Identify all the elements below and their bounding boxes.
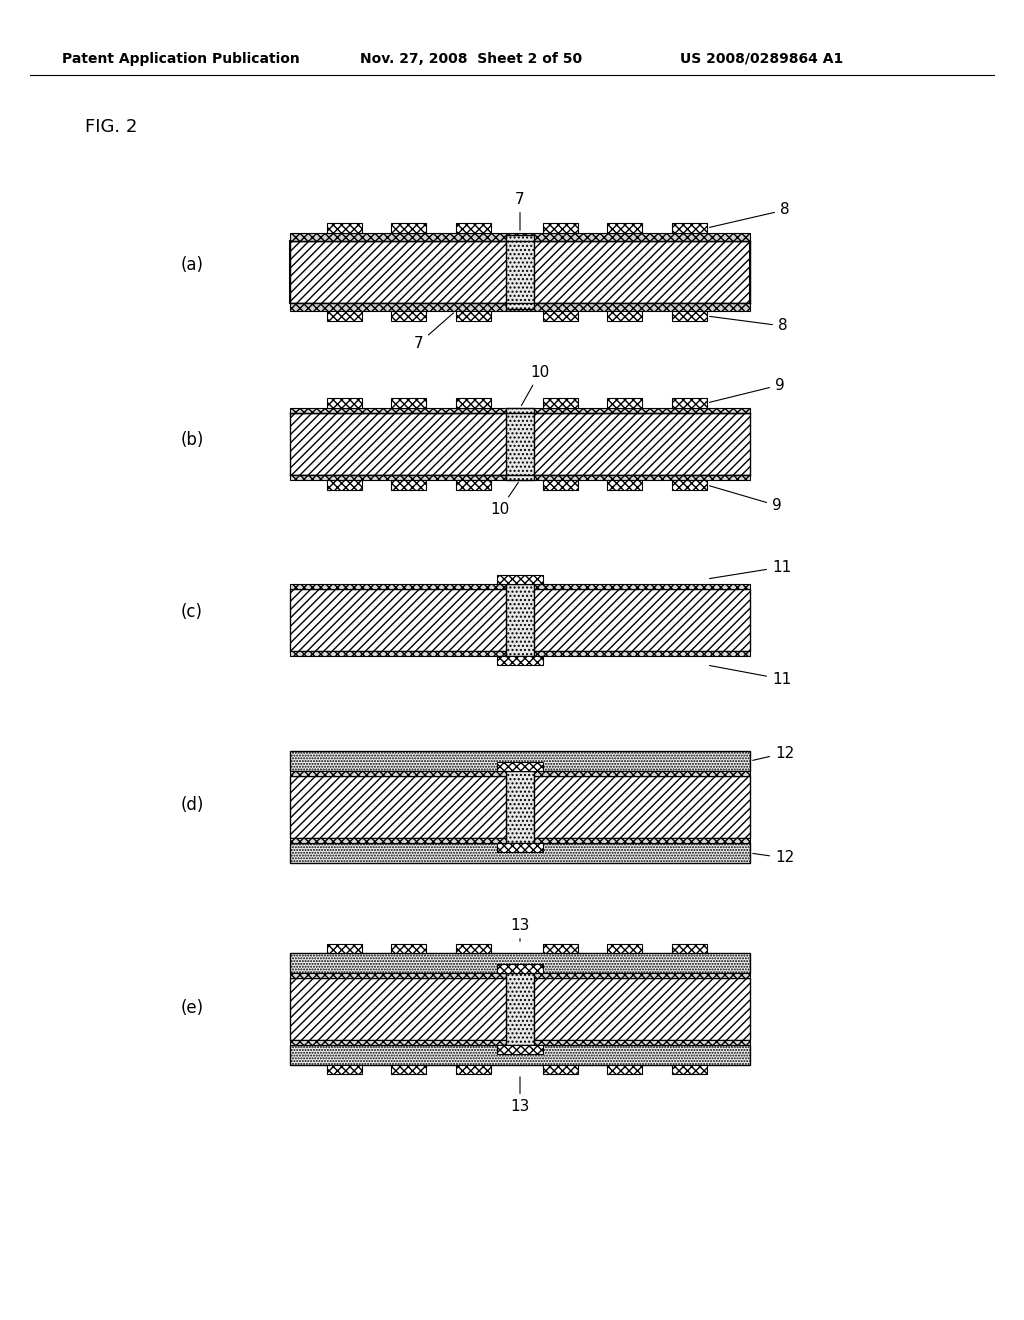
- Bar: [456, 312, 490, 321]
- Bar: [672, 223, 707, 234]
- Bar: [290, 651, 750, 656]
- Bar: [327, 480, 361, 490]
- Bar: [290, 475, 750, 480]
- Bar: [327, 312, 361, 321]
- Bar: [456, 399, 490, 408]
- Bar: [327, 944, 361, 953]
- Bar: [607, 223, 642, 234]
- Bar: [290, 751, 750, 771]
- Text: 8: 8: [710, 202, 790, 227]
- Bar: [506, 771, 534, 843]
- Bar: [290, 1045, 750, 1065]
- Bar: [506, 235, 534, 309]
- Bar: [543, 399, 578, 408]
- Bar: [290, 838, 750, 843]
- Bar: [607, 944, 642, 953]
- Text: (d): (d): [180, 796, 204, 814]
- Text: 7: 7: [414, 313, 454, 351]
- Bar: [672, 399, 707, 408]
- Text: 11: 11: [710, 560, 792, 578]
- Bar: [506, 583, 534, 656]
- Text: 9: 9: [710, 378, 784, 403]
- Bar: [290, 583, 750, 589]
- Bar: [607, 312, 642, 321]
- Bar: [290, 973, 750, 978]
- Bar: [391, 312, 426, 321]
- Bar: [391, 223, 426, 234]
- Bar: [497, 1045, 543, 1053]
- Text: 8: 8: [710, 317, 787, 334]
- Bar: [607, 480, 642, 490]
- Text: 13: 13: [510, 917, 529, 941]
- Text: (b): (b): [180, 432, 204, 449]
- Bar: [290, 978, 750, 1040]
- Bar: [543, 1065, 578, 1074]
- Bar: [290, 771, 750, 776]
- Bar: [391, 1065, 426, 1074]
- Bar: [672, 312, 707, 321]
- Bar: [290, 304, 750, 312]
- Bar: [391, 480, 426, 490]
- Text: (c): (c): [181, 603, 203, 620]
- Bar: [672, 1065, 707, 1074]
- Bar: [497, 964, 543, 973]
- Bar: [327, 399, 361, 408]
- Bar: [290, 234, 750, 242]
- Text: Nov. 27, 2008  Sheet 2 of 50: Nov. 27, 2008 Sheet 2 of 50: [360, 51, 582, 66]
- Bar: [497, 762, 543, 771]
- Bar: [290, 843, 750, 863]
- Bar: [456, 480, 490, 490]
- Bar: [290, 953, 750, 973]
- Bar: [290, 776, 750, 838]
- Bar: [456, 223, 490, 234]
- Text: 9: 9: [710, 486, 781, 513]
- Bar: [497, 656, 543, 665]
- Bar: [543, 944, 578, 953]
- Bar: [607, 399, 642, 408]
- Bar: [506, 973, 534, 1045]
- Bar: [543, 312, 578, 321]
- Text: 7: 7: [515, 191, 525, 230]
- Text: (e): (e): [180, 999, 204, 1016]
- Bar: [391, 399, 426, 408]
- Bar: [290, 242, 750, 304]
- Bar: [290, 413, 750, 475]
- Bar: [456, 1065, 490, 1074]
- Text: 13: 13: [510, 1077, 529, 1114]
- Bar: [607, 1065, 642, 1074]
- Bar: [497, 576, 543, 583]
- Bar: [391, 944, 426, 953]
- Bar: [290, 1040, 750, 1045]
- Bar: [290, 408, 750, 413]
- Text: FIG. 2: FIG. 2: [85, 117, 137, 136]
- Bar: [543, 480, 578, 490]
- Text: US 2008/0289864 A1: US 2008/0289864 A1: [680, 51, 843, 66]
- Text: 10: 10: [521, 366, 550, 405]
- Bar: [290, 589, 750, 651]
- Bar: [327, 1065, 361, 1074]
- Text: Patent Application Publication: Patent Application Publication: [62, 51, 300, 66]
- Bar: [543, 223, 578, 234]
- Bar: [672, 944, 707, 953]
- Bar: [327, 223, 361, 234]
- Text: 12: 12: [753, 850, 795, 866]
- Bar: [506, 408, 534, 480]
- Text: 11: 11: [710, 665, 792, 686]
- Bar: [497, 843, 543, 851]
- Bar: [456, 944, 490, 953]
- Text: 10: 10: [490, 482, 518, 517]
- Text: 12: 12: [753, 746, 795, 760]
- Text: (a): (a): [180, 256, 204, 275]
- Bar: [672, 480, 707, 490]
